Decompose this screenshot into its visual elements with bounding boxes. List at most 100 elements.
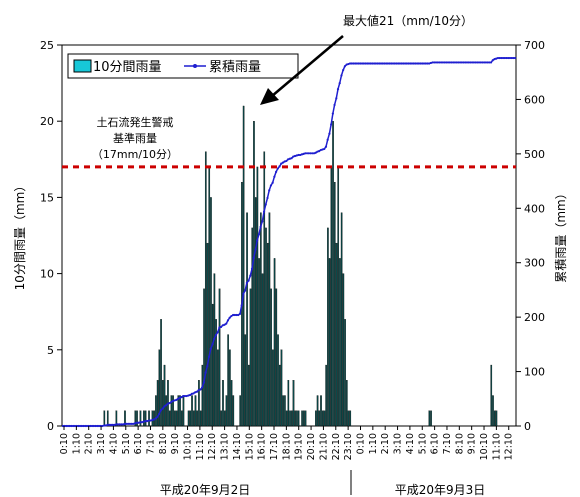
bar <box>496 411 497 426</box>
y-right-tick-label: 300 <box>524 257 545 270</box>
y-left-tick-label: 0 <box>47 420 54 433</box>
bar <box>226 396 227 426</box>
bar <box>303 411 304 426</box>
date-label-day1: 平成20年9月2日 <box>160 483 251 497</box>
x-tick-label: 2:10 <box>380 433 391 454</box>
bar <box>179 396 180 426</box>
max-annotation: 最大値21（mm/10分） <box>343 13 473 28</box>
cumulative-point <box>514 57 516 59</box>
bar <box>429 411 430 426</box>
cumulative-point <box>344 65 346 67</box>
bar <box>202 365 203 426</box>
cumulative-point <box>220 326 222 328</box>
y-right-ticks: 0100200300400500600700 <box>516 39 545 433</box>
legend-line-label: 累積雨量 <box>209 60 261 75</box>
bar <box>277 335 278 426</box>
bar <box>207 243 208 426</box>
legend-bar-label: 10分間雨量 <box>93 60 162 75</box>
cumulative-point <box>285 160 287 162</box>
legend-bar-swatch <box>74 60 91 72</box>
bar <box>430 411 431 426</box>
x-tick-label: 15:10 <box>244 433 255 460</box>
x-tick-label: 4:10 <box>108 433 119 454</box>
x-tick-label: 3:10 <box>96 433 107 454</box>
bar <box>296 411 297 426</box>
bar <box>334 182 335 426</box>
cumulative-point <box>265 203 267 205</box>
cumulative-point <box>325 146 327 148</box>
bar <box>331 167 332 426</box>
cumulative-point <box>253 257 255 259</box>
threshold-label-2: 基準雨量 <box>113 131 157 145</box>
cumulative-point <box>323 148 325 150</box>
bar <box>169 411 170 426</box>
bar <box>212 304 213 426</box>
cumulative-point <box>208 356 210 358</box>
bar <box>245 335 246 426</box>
cumulative-point <box>332 112 334 114</box>
cumulative-point <box>242 293 244 295</box>
cumulative-point <box>247 280 249 282</box>
cumulative-point <box>266 197 268 199</box>
y-left-tick-label: 15 <box>40 191 54 204</box>
bar <box>341 213 342 426</box>
cumulative-point <box>261 220 263 222</box>
y-left-tick-label: 25 <box>40 39 54 52</box>
bar <box>243 106 244 426</box>
cumulative-point <box>215 334 217 336</box>
cumulative-point <box>275 171 277 173</box>
cumulative-line <box>63 58 515 426</box>
x-tick-label: 11:10 <box>195 433 206 460</box>
bar <box>274 258 275 426</box>
cumulative-point <box>206 365 208 367</box>
cumulative-point <box>333 104 335 106</box>
annotation-arrowhead <box>260 88 279 105</box>
date-label-day2: 平成20年9月3日 <box>395 483 486 497</box>
bar <box>145 411 146 426</box>
cumulative-point <box>270 184 272 186</box>
bar <box>176 411 177 426</box>
bar <box>162 380 163 426</box>
y-left-ticks: 0510152025 <box>40 39 62 433</box>
cumulative-point <box>162 407 164 409</box>
bar <box>301 411 302 426</box>
bar <box>250 289 251 426</box>
bar <box>195 396 196 426</box>
bar <box>183 396 184 426</box>
cumulative-point <box>249 275 251 277</box>
x-tick-label: 3:10 <box>393 433 404 454</box>
y-right-tick-label: 500 <box>524 148 545 161</box>
cumulative-point <box>155 417 157 419</box>
y-right-tick-label: 700 <box>524 39 545 52</box>
bar <box>262 274 263 426</box>
x-tick-label: 8:10 <box>158 433 169 454</box>
bar <box>231 380 232 426</box>
bar <box>286 411 287 426</box>
bar <box>276 289 277 426</box>
cumulative-point <box>278 165 280 167</box>
x-tick-label: 18:10 <box>281 433 292 460</box>
bar <box>214 274 215 426</box>
bar <box>336 243 337 426</box>
bar <box>315 411 316 426</box>
bar <box>166 396 167 426</box>
bar <box>205 152 206 426</box>
cumulative-point <box>217 331 219 333</box>
bar <box>492 396 493 426</box>
bar <box>200 411 201 426</box>
bar <box>198 380 199 426</box>
cumulative-points <box>62 57 516 427</box>
bar <box>279 365 280 426</box>
cumulative-point <box>335 97 337 99</box>
bar <box>269 213 270 426</box>
x-tick-label: 0:10 <box>59 433 70 454</box>
bar <box>320 396 321 426</box>
cumulative-point <box>263 210 265 212</box>
bar <box>339 258 340 426</box>
bar <box>491 365 492 426</box>
x-tick-label: 14:10 <box>232 433 243 460</box>
bar <box>171 396 172 426</box>
bar <box>191 396 192 426</box>
bar <box>324 411 325 426</box>
x-tick-label: 9:10 <box>170 433 181 454</box>
